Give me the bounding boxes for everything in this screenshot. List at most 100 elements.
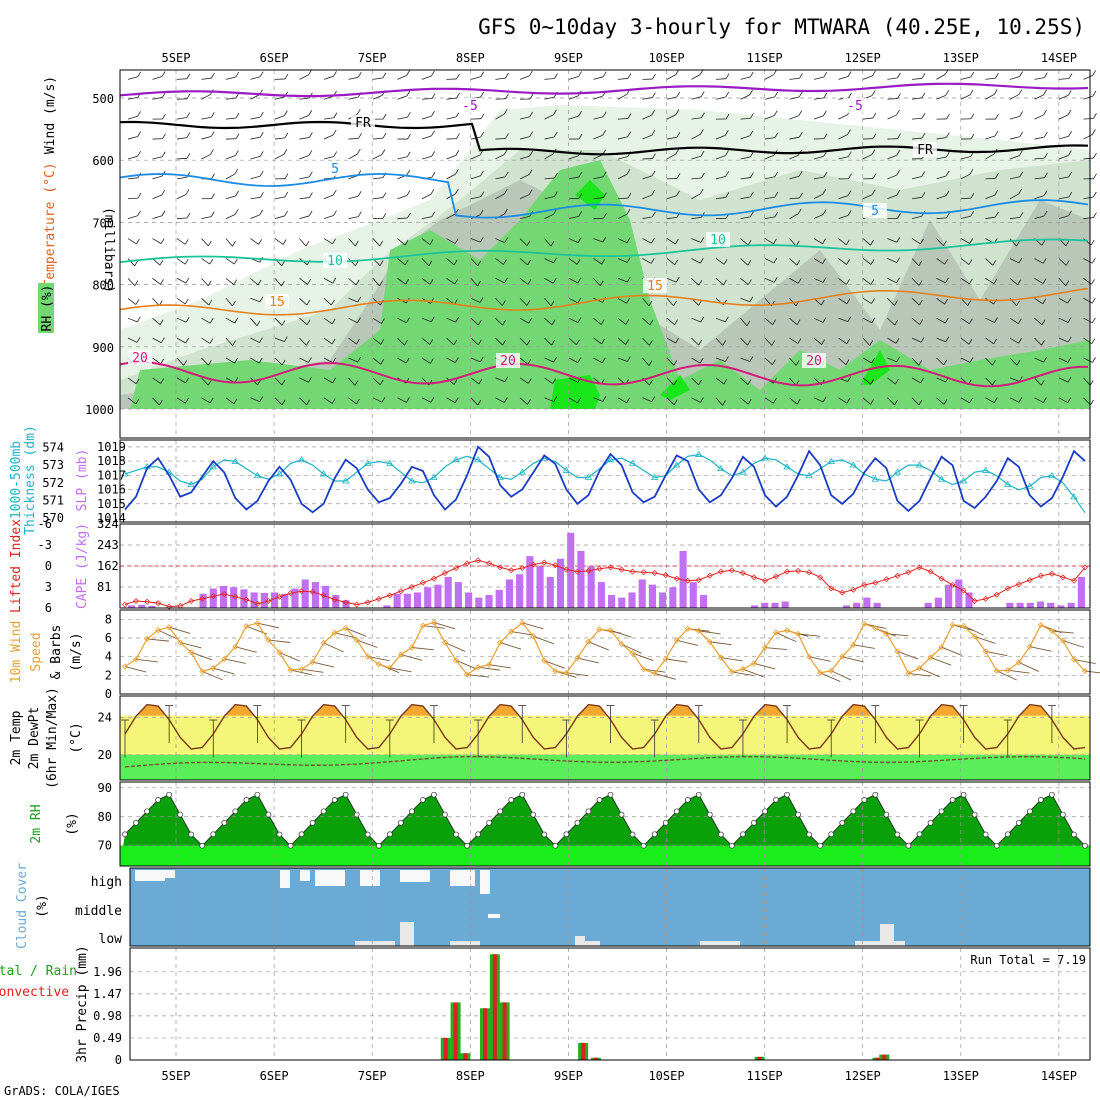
rh2m-line — [124, 794, 1086, 847]
lifted-index-marker — [1037, 572, 1044, 579]
wind-barb — [675, 238, 679, 245]
wind-speed-marker — [960, 622, 967, 629]
upper-y-tick: 500 — [92, 92, 114, 106]
thickness-marker — [981, 466, 990, 473]
wind-barb — [936, 377, 946, 383]
wind-barb — [617, 118, 629, 120]
rh2m-marker — [353, 811, 360, 818]
rh2m-marker — [221, 819, 228, 826]
wind-barb — [799, 73, 803, 79]
wind-barb — [862, 238, 871, 246]
wind-barb — [642, 337, 650, 346]
wind-barb — [747, 239, 752, 246]
wind-barb — [1009, 115, 1020, 120]
wind-barb — [764, 154, 775, 160]
wind-barb — [250, 136, 261, 140]
wind-barb — [725, 73, 730, 79]
wind-barb — [700, 316, 705, 323]
wind-barb — [250, 238, 259, 245]
wind-barb — [985, 297, 994, 305]
wind-barb — [897, 93, 901, 99]
wind-barb — [887, 98, 898, 100]
wind-barb — [911, 117, 922, 120]
wind-barb — [495, 278, 505, 284]
cape-label: CAPE (J/kg) — [75, 523, 90, 609]
wind-barb — [308, 376, 312, 383]
wind-barb — [838, 134, 848, 140]
wind-barb — [406, 169, 411, 176]
wind-barb — [299, 74, 309, 80]
wind-speed-marker — [971, 633, 978, 640]
wind-barb — [822, 396, 827, 403]
thickness-marker — [717, 464, 725, 472]
wind-barb — [642, 298, 650, 307]
wind-barb — [1083, 196, 1094, 200]
wind-barb — [446, 357, 456, 363]
wind-speed-marker — [541, 657, 548, 664]
wind-barb — [176, 337, 186, 344]
cape-bar — [771, 602, 779, 608]
cape-bar — [1077, 576, 1085, 608]
wind-barb — [943, 359, 948, 366]
wind-barb — [379, 240, 384, 247]
wind-barb — [740, 258, 749, 266]
wind-barb — [137, 131, 142, 137]
wind-barb — [1019, 376, 1023, 382]
wind-speed-marker — [452, 657, 460, 664]
wind-barb — [348, 278, 357, 286]
wind-barb — [137, 151, 141, 157]
wind-barb — [357, 356, 361, 363]
wind-barb — [225, 97, 236, 100]
wind-barb — [519, 174, 530, 180]
high-cloud-block — [315, 870, 345, 886]
wind-barb — [553, 356, 557, 363]
wind-barb — [1041, 340, 1045, 346]
wind-barb — [309, 192, 313, 198]
cape-bar — [638, 579, 646, 608]
wind-barb — [372, 238, 381, 247]
surface-wind-barb — [1029, 646, 1052, 652]
wind-barb — [666, 216, 677, 220]
wind-barb — [568, 176, 579, 180]
wind-barb — [911, 78, 922, 80]
wind-barb — [504, 171, 509, 178]
wind-barb — [207, 240, 212, 247]
precip-y-tick: 0.49 — [93, 1031, 122, 1045]
wind-barb — [674, 259, 679, 266]
wind-barb — [381, 396, 386, 403]
wind-barb — [871, 317, 876, 323]
temperature-contour-label: 20 — [500, 354, 516, 369]
thickness-marker — [1004, 480, 1012, 487]
wind-barb — [357, 211, 362, 217]
wind-barb — [1034, 114, 1044, 120]
wind-barb — [257, 379, 261, 386]
wind-barb — [544, 96, 555, 100]
wind-barb — [650, 258, 655, 264]
wind-barb — [652, 92, 656, 98]
wind-barb — [985, 177, 996, 180]
rh2m-marker — [166, 791, 172, 798]
wind-barb — [323, 278, 333, 284]
wind-barb — [259, 337, 263, 343]
wind-barb — [617, 94, 627, 100]
wind-barb — [479, 209, 484, 216]
wind-barb — [894, 300, 898, 306]
wind-barb — [308, 357, 312, 363]
wind-speed-marker — [419, 622, 426, 629]
wind-barb — [847, 376, 852, 382]
wind-barb — [306, 340, 310, 346]
wind-barb — [568, 258, 578, 265]
wind-barb — [404, 239, 409, 246]
wind-barb — [772, 319, 776, 325]
wind-barb — [176, 117, 187, 120]
wind-barb — [274, 397, 283, 406]
wind-barb — [936, 317, 946, 324]
high-cloud-block — [360, 870, 380, 886]
wind-barb — [822, 209, 827, 215]
wind-barb — [862, 357, 872, 364]
wind-barb — [870, 279, 875, 285]
thickness-marker — [783, 463, 791, 470]
wind-barb — [250, 317, 258, 327]
wind-barb — [764, 258, 775, 264]
cape-bar — [945, 584, 953, 608]
